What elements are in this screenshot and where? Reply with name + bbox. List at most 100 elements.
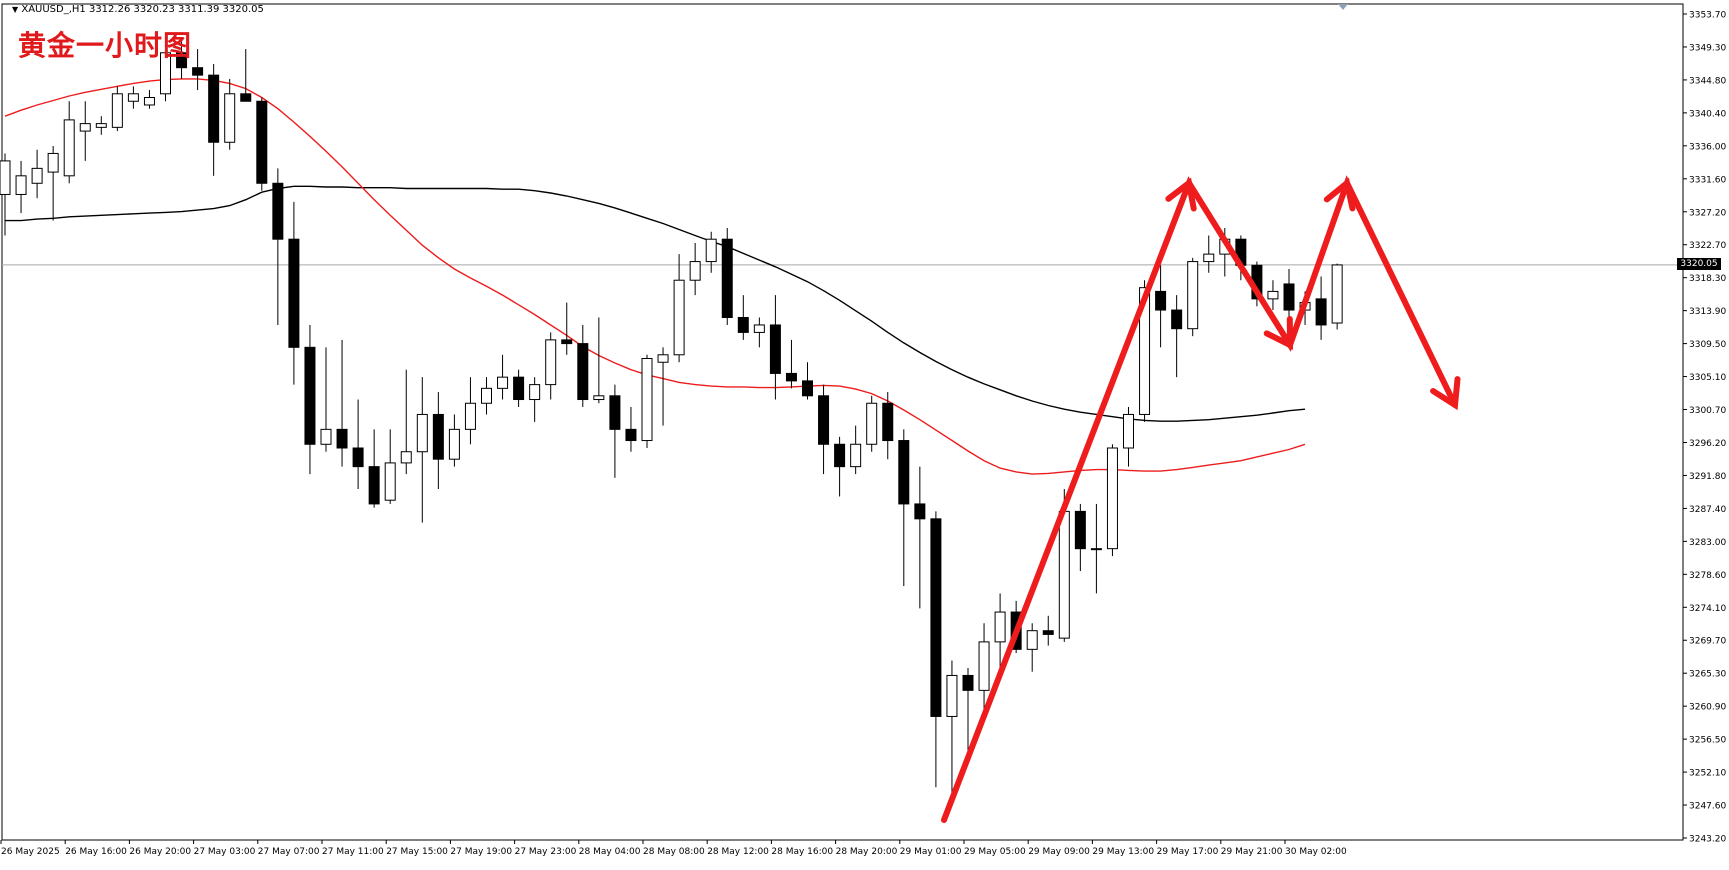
time-tick-label: 28 May 04:00 <box>579 847 641 857</box>
candle <box>850 425 862 475</box>
price-tick-label: 3287.40 <box>1689 505 1726 515</box>
candle <box>529 377 541 422</box>
candle-body-bull <box>15 175 27 195</box>
candle-body-bull <box>978 641 990 691</box>
candle <box>352 399 364 490</box>
candle-body-bull <box>464 402 476 430</box>
candle-body-bear <box>513 376 525 401</box>
candle <box>737 295 749 340</box>
candle-body-bear <box>834 443 846 468</box>
candle-body-bear <box>272 182 284 240</box>
candle <box>673 254 685 363</box>
candle <box>1315 276 1327 340</box>
price-tick-label: 3353.70 <box>1689 11 1726 21</box>
candle-body-bear <box>721 238 733 319</box>
candle <box>978 623 990 713</box>
candle <box>497 354 509 400</box>
candle <box>304 324 316 475</box>
candle-body-bull <box>448 428 460 460</box>
candle-body-bear <box>930 518 942 717</box>
candle-body-bull <box>1187 261 1199 330</box>
time-tick-label: 29 May 13:00 <box>1092 847 1154 857</box>
price-tick-label: 3243.20 <box>1689 835 1726 845</box>
candle <box>641 354 653 448</box>
price-tick-label: 3274.10 <box>1689 604 1726 614</box>
time-tick-label: 26 May 2025 <box>1 847 60 857</box>
candle <box>240 49 252 102</box>
scroll-marker-icon[interactable] <box>1338 4 1348 10</box>
candle-body-bear <box>288 238 300 348</box>
time-tick-label: 27 May 03:00 <box>194 847 256 857</box>
candle <box>111 86 123 132</box>
candle-body-bull <box>593 395 605 401</box>
candle <box>15 160 27 214</box>
candle <box>962 667 974 758</box>
arrowhead-down-1-icon <box>1263 316 1294 350</box>
price-tick-label: 3336.00 <box>1689 142 1726 152</box>
candle-body-bull <box>1331 264 1343 324</box>
candle <box>898 429 910 586</box>
candle-body-bear <box>1171 309 1183 330</box>
candle-body-bull <box>1106 447 1118 550</box>
candle-body-bear <box>368 466 380 505</box>
candle <box>545 332 557 400</box>
candle <box>513 369 525 407</box>
candle <box>176 41 188 79</box>
candle-body-bull <box>753 324 765 333</box>
plot-area[interactable] <box>1 3 1684 841</box>
candle-body-bull <box>416 413 428 453</box>
candle-body-bull <box>641 358 653 442</box>
candle <box>769 295 781 400</box>
candle-body-bear <box>914 503 926 520</box>
candle <box>1331 263 1343 330</box>
time-tick-label: 26 May 16:00 <box>65 847 127 857</box>
candle <box>0 153 11 236</box>
time-tick-label: 29 May 05:00 <box>964 847 1026 857</box>
price-tick-label: 3349.30 <box>1689 43 1726 53</box>
candle-body-bull <box>1139 287 1151 415</box>
candle-body-bull <box>866 402 878 445</box>
candle <box>47 145 59 221</box>
candle <box>882 392 894 460</box>
price-tick-label: 3252.10 <box>1689 769 1726 779</box>
candle <box>705 231 717 273</box>
candle <box>609 384 621 478</box>
price-tick-label: 3283.00 <box>1689 538 1726 548</box>
candle <box>224 78 236 150</box>
candle <box>818 384 830 475</box>
candle <box>464 377 476 445</box>
dropdown-triangle-icon[interactable]: ▼ <box>12 5 19 14</box>
time-tick-label: 27 May 11:00 <box>322 847 384 857</box>
price-tick-label: 3318.30 <box>1689 274 1726 284</box>
candle <box>657 347 669 426</box>
candle-body-bear <box>1042 630 1054 635</box>
candle-body-bear <box>898 440 910 505</box>
ma-line-black <box>5 185 1306 422</box>
candle <box>914 466 926 609</box>
candle <box>1106 444 1118 557</box>
candle <box>1203 235 1215 273</box>
candle-body-bear <box>561 339 573 345</box>
time-tick-label: 28 May 16:00 <box>771 847 833 857</box>
candle <box>593 317 605 404</box>
candle-body-bull <box>31 167 43 184</box>
candle-body-bear <box>192 67 204 76</box>
candle <box>432 392 444 490</box>
candle-body-bull <box>946 674 958 717</box>
candle <box>1171 295 1183 378</box>
arrowhead-up-2-icon <box>1323 177 1356 212</box>
candle-body-bull <box>1267 290 1279 300</box>
price-tick-label: 3265.30 <box>1689 670 1726 680</box>
candle-body-bull <box>850 443 862 468</box>
candle-body-bull <box>1123 413 1134 449</box>
candle-body-bear <box>769 324 781 374</box>
candle <box>1090 503 1102 594</box>
candle-body-bear <box>432 413 444 460</box>
time-tick-label: 29 May 01:00 <box>900 847 962 857</box>
candle-body-bull <box>111 93 123 128</box>
candle-body-bear <box>962 674 974 691</box>
price-tick-label: 3331.60 <box>1689 175 1726 185</box>
candle-body-bear <box>352 447 364 468</box>
candle <box>994 593 1006 668</box>
